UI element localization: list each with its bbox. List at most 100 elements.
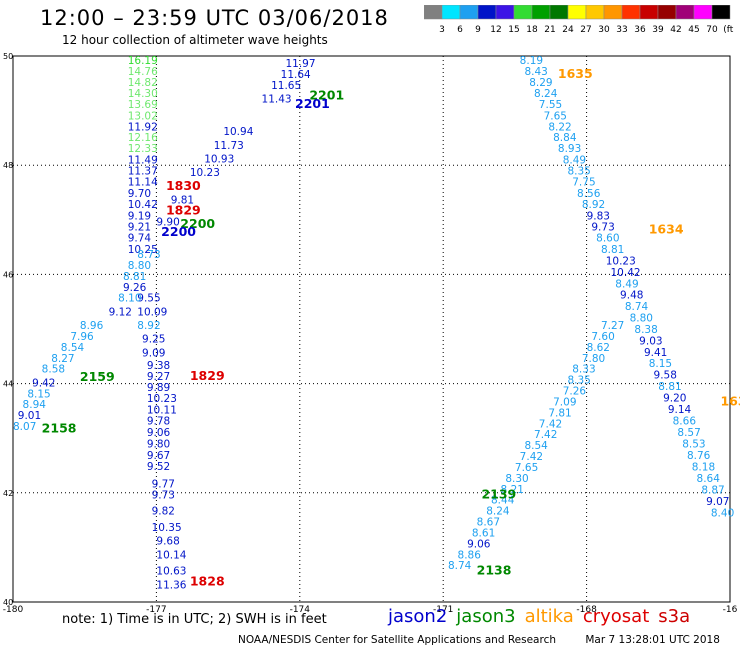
wave-height-label: 8.40 xyxy=(711,507,734,519)
footer-credit: NOAA/NESDIS Center for Satellite Applica… xyxy=(238,634,740,646)
pass-time-label: 2158 xyxy=(42,421,77,436)
pass-time-label: 1830 xyxy=(166,178,201,193)
scale-label: 42 xyxy=(670,25,681,35)
wave-height-label: 8.73 xyxy=(137,249,160,261)
wave-height-label: 8.54 xyxy=(61,342,85,354)
wave-height-label: 8.24 xyxy=(486,506,510,518)
wave-height-label: 14.30 xyxy=(128,88,158,100)
wave-height-label: 8.96 xyxy=(80,320,104,332)
wave-height-label: 9.26 xyxy=(123,282,147,294)
wave-height-label: 9.19 xyxy=(128,210,151,222)
wave-height-label: 9.58 xyxy=(654,370,677,382)
wave-height-label: 8.24 xyxy=(534,88,558,100)
wave-height-label: 11.97 xyxy=(285,58,315,70)
wave-height-label: 8.29 xyxy=(529,77,552,89)
wave-height-label: 11.73 xyxy=(214,140,244,152)
scale-label: 30 xyxy=(598,25,610,35)
x-tick-label: -180 xyxy=(3,605,24,615)
wave-height-label: 14.76 xyxy=(128,66,158,78)
wave-height-label: 8.60 xyxy=(596,233,619,245)
wave-height-label: 8.15 xyxy=(649,358,672,370)
plot-frame xyxy=(12,55,731,603)
x-tick-label: -177 xyxy=(146,605,166,615)
satellite-legend-altika: altika xyxy=(524,606,574,627)
wave-height-label: 8.94 xyxy=(23,399,47,411)
wave-height-label: 8.35 xyxy=(567,165,590,177)
wave-height-label: 8.81 xyxy=(658,381,681,393)
wave-height-label: 8.38 xyxy=(634,324,657,336)
wave-height-label: 9.70 xyxy=(128,188,151,200)
satellite-legend-jason2: jason2 xyxy=(388,606,448,627)
wave-height-label: 9.83 xyxy=(587,210,610,222)
wave-height-label: 8.64 xyxy=(697,473,721,485)
satellite-legend-jason3: jason3 xyxy=(456,606,516,627)
wave-height-label: 13.02 xyxy=(128,110,158,122)
pass-time-label: 2138 xyxy=(477,563,512,578)
y-tick-label: 40 xyxy=(3,598,13,607)
pass-time-label: 2159 xyxy=(80,369,115,384)
wave-height-label: 9.74 xyxy=(128,233,152,245)
wave-height-label: 8.76 xyxy=(687,450,711,462)
wave-height-label: 10.23 xyxy=(190,167,220,179)
wave-height-label: 9.12 xyxy=(109,306,132,318)
pass-time-label: 2200 xyxy=(161,224,196,239)
wave-height-label: 9.14 xyxy=(668,404,692,416)
scale-label: 18 xyxy=(526,25,538,35)
wave-height-label: 8.66 xyxy=(673,416,697,428)
wave-height-label: 9.77 xyxy=(152,478,175,490)
scale-label: 24 xyxy=(562,25,574,35)
wave-height-label: 8.18 xyxy=(692,461,715,473)
wave-height-label: 10.25 xyxy=(128,244,158,256)
wave-height-label: 8.74 xyxy=(448,560,472,572)
wave-height-label: 8.53 xyxy=(682,438,705,450)
wave-height-label: 9.55 xyxy=(137,293,160,305)
pass-time-label: 1635 xyxy=(558,66,593,81)
chart-title: 12:00 – 23:59 UTC 03/06/2018 xyxy=(40,6,389,30)
wave-height-label: 8.33 xyxy=(572,364,595,376)
wave-height-label: 9.06 xyxy=(147,427,171,439)
wave-height-label: 8.92 xyxy=(582,199,605,211)
wave-height-label: 11.64 xyxy=(281,69,311,81)
wave-height-label: 9.67 xyxy=(147,450,170,462)
pass-time-label: 1829 xyxy=(190,368,225,383)
scale-label: 36 xyxy=(634,25,646,35)
wave-height-label: 9.78 xyxy=(147,416,170,428)
scale-label: 9 xyxy=(475,25,481,35)
wave-height-label: 10.63 xyxy=(156,566,186,578)
wave-height-label: 8.57 xyxy=(677,427,700,439)
wave-height-label: 7.81 xyxy=(548,407,571,419)
wave-height-label: 10.23 xyxy=(606,256,636,268)
wave-height-label: 8.67 xyxy=(477,517,500,529)
wave-height-label: 9.07 xyxy=(706,496,729,508)
wave-height-label: 11.43 xyxy=(262,93,292,105)
wave-height-label: 8.30 xyxy=(505,473,528,485)
wave-height-label: 9.41 xyxy=(644,347,667,359)
wave-height-label: 8.27 xyxy=(51,353,74,365)
wave-height-label: 10.14 xyxy=(156,549,186,561)
wave-height-label: 11.92 xyxy=(128,121,158,133)
wave-height-label: 7.42 xyxy=(534,429,557,441)
wave-height-label: 9.03 xyxy=(639,335,662,347)
x-tick-label: -168 xyxy=(576,605,597,615)
wave-height-label: 8.22 xyxy=(548,121,571,133)
wave-height-label: 16.19 xyxy=(128,55,158,67)
chart-subtitle: 12 hour collection of altimeter wave hei… xyxy=(62,33,328,47)
wave-height-label: 7.27 xyxy=(601,320,624,332)
wave-height-label: 9.90 xyxy=(156,216,179,228)
wave-height-label: 10.09 xyxy=(137,306,167,318)
wave-height-label: 9.21 xyxy=(128,222,151,234)
wave-height-label: 7.09 xyxy=(553,396,576,408)
wave-height-label: 8.87 xyxy=(701,484,724,496)
satellite-legend: jason2 jason3 altika cryosat s3a xyxy=(388,606,699,627)
wave-height-label: 9.06 xyxy=(467,538,491,550)
wave-height-label: 10.35 xyxy=(152,522,182,534)
wave-height-label: 9.68 xyxy=(156,536,179,548)
wave-height-label: 8.74 xyxy=(625,301,649,313)
wave-height-label: 9.73 xyxy=(152,489,175,501)
wave-height-label: 9.80 xyxy=(147,438,170,450)
scale-label: 70 xyxy=(706,25,718,35)
wave-height-label: 8.49 xyxy=(563,155,586,167)
wave-height-label: 8.81 xyxy=(123,271,146,283)
